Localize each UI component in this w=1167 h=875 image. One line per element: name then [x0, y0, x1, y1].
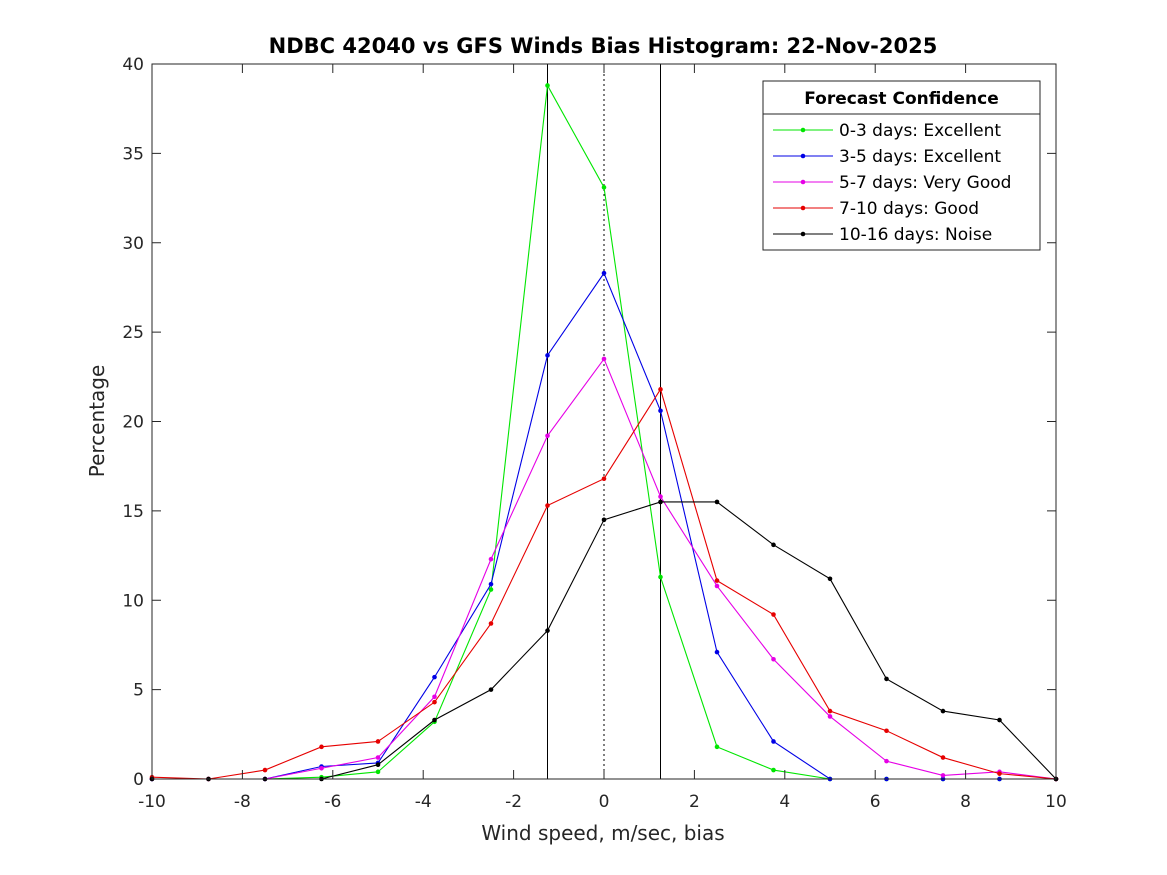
legend-swatch-marker-2 — [800, 179, 806, 185]
legend-box — [762, 80, 1041, 251]
x-tick-label: -4 — [415, 792, 432, 812]
legend-swatch-marker-1 — [800, 153, 806, 159]
series-2-point-4 — [375, 755, 381, 760]
series-3-point-8 — [601, 476, 607, 482]
series-4-point-13 — [884, 676, 889, 682]
series-2-point-8 — [601, 356, 607, 362]
series-3-point-12 — [827, 708, 833, 714]
series-1-point-9 — [658, 408, 663, 414]
y-tick-label: 35 — [122, 144, 144, 164]
series-1-point-10 — [714, 649, 720, 655]
series-4-point-7 — [545, 628, 550, 633]
series-2-point-13 — [884, 758, 889, 764]
legend: Forecast Confidence 0-3 days: Excellent 3-… — [762, 80, 1041, 251]
x-tick-label: -2 — [505, 792, 522, 812]
y-tick-label: 20 — [122, 413, 144, 433]
y-tick-label: 30 — [122, 234, 144, 254]
series-1-point-7 — [545, 353, 550, 358]
series-2-point-10 — [714, 583, 720, 589]
series-0-point-4 — [375, 769, 381, 775]
series-4-point-6 — [488, 687, 494, 692]
series-4-point-15 — [997, 717, 1002, 723]
series-3-point-5 — [432, 699, 437, 705]
series-3-point-3 — [319, 744, 324, 750]
y-tick-label: 10 — [122, 591, 144, 611]
series-4-point-8 — [601, 517, 607, 523]
series-1-point-11 — [771, 739, 776, 744]
x-tick-label: 8 — [960, 792, 971, 812]
legend-swatch-marker-4 — [800, 231, 806, 237]
x-tick-label: 4 — [779, 792, 790, 812]
x-tick-label: -8 — [234, 792, 251, 812]
series-0-point-7 — [545, 83, 550, 88]
x-tick-label: 10 — [1045, 792, 1067, 812]
series-0-point-9 — [658, 574, 663, 580]
series-0-point-8 — [601, 185, 607, 190]
series-1-point-5 — [432, 674, 437, 680]
series-3-point-13 — [884, 728, 889, 734]
y-tick-label: 25 — [122, 323, 144, 343]
series-2-point-9 — [658, 494, 663, 499]
legend-entry-0: 0-3 days: Excellent — [839, 121, 1001, 141]
x-tick-label: 0 — [599, 792, 610, 812]
series-3-point-7 — [545, 503, 550, 508]
series-3-point-11 — [771, 612, 776, 617]
series-0-point-6 — [488, 587, 494, 592]
series-4-point-14 — [940, 708, 946, 714]
y-tick-label: 5 — [133, 681, 144, 701]
chart-title: NDBC 42040 vs GFS Winds Bias Histogram: … — [269, 34, 938, 58]
legend-title: Forecast Confidence — [804, 89, 999, 109]
series-4-point-9 — [658, 499, 663, 505]
y-tick-label: 40 — [122, 55, 144, 75]
series-3-point-14 — [940, 755, 946, 760]
series-4-point-12 — [827, 576, 833, 582]
legend-entry-3: 7-10 days: Good — [839, 199, 979, 219]
series-2-point-5 — [432, 694, 437, 700]
legend-swatch-marker-3 — [800, 205, 806, 211]
legend-entry-4: 10-16 days: Noise — [839, 225, 992, 245]
series-1-point-6 — [488, 581, 494, 587]
y-tick-label: 15 — [122, 502, 144, 522]
legend-entry-2: 5-7 days: Very Good — [839, 173, 1011, 193]
y-axis-label: Percentage — [85, 365, 109, 478]
series-2-point-14 — [940, 773, 946, 778]
series-3-point-6 — [488, 621, 494, 626]
series-2-point-12 — [827, 714, 833, 719]
series-1-point-8 — [601, 270, 607, 276]
x-tick-label: 2 — [689, 792, 700, 812]
series-4-point-11 — [771, 542, 776, 548]
series-2-point-11 — [771, 656, 776, 662]
series-2-point-3 — [319, 765, 324, 771]
series-3-point-15 — [997, 771, 1002, 776]
x-tick-label: 6 — [870, 792, 881, 812]
x-tick-label: -6 — [324, 792, 341, 812]
x-axis-label: Wind speed, m/sec, bias — [481, 821, 724, 845]
series-4-point-5 — [432, 717, 437, 723]
y-tick-label: 0 — [133, 770, 144, 790]
legend-swatch-marker-0 — [800, 127, 806, 133]
series-4-point-10 — [714, 499, 720, 505]
series-0-point-10 — [714, 744, 720, 750]
series-3-point-4 — [375, 739, 381, 744]
series-3-point-10 — [714, 578, 720, 583]
series-2-point-7 — [545, 433, 550, 439]
series-2-point-6 — [488, 556, 494, 562]
series-3-point-2 — [262, 767, 268, 773]
series-4-point-4 — [375, 762, 381, 767]
series-0-point-11 — [771, 767, 776, 773]
series-3-point-9 — [658, 387, 663, 392]
x-tick-label: -10 — [138, 792, 166, 812]
legend-entry-1: 3-5 days: Excellent — [839, 147, 1001, 167]
